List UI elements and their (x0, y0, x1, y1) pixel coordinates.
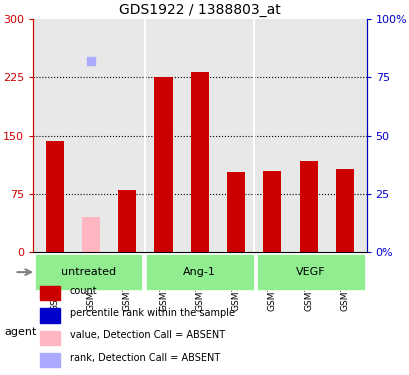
Point (88, 58, 94, 64)
Text: count: count (70, 285, 97, 296)
Bar (118, 190, 136, 252)
Title: GDS1922 / 1388803_at: GDS1922 / 1388803_at (119, 3, 280, 17)
Bar (154, 77, 172, 252)
FancyBboxPatch shape (35, 254, 142, 290)
Bar (82, 217, 100, 252)
FancyBboxPatch shape (146, 254, 253, 290)
Bar (40, 331, 60, 345)
Bar (40, 308, 60, 322)
Bar (40, 353, 60, 368)
Text: VEGF: VEGF (295, 267, 325, 277)
Bar (299, 160, 317, 252)
Text: rank, Detection Call = ABSENT: rank, Detection Call = ABSENT (70, 353, 220, 363)
Bar (46, 141, 64, 252)
Text: value, Detection Call = ABSENT: value, Detection Call = ABSENT (70, 330, 224, 340)
Text: agent: agent (4, 327, 36, 337)
Text: percentile rank within the sample: percentile rank within the sample (70, 308, 234, 318)
Bar (190, 72, 208, 252)
Text: Ang-1: Ang-1 (183, 267, 216, 277)
Bar (227, 172, 245, 252)
FancyBboxPatch shape (256, 254, 364, 290)
Bar (335, 169, 353, 252)
Bar (263, 171, 281, 252)
Text: untreated: untreated (61, 267, 116, 277)
Bar (40, 286, 60, 300)
